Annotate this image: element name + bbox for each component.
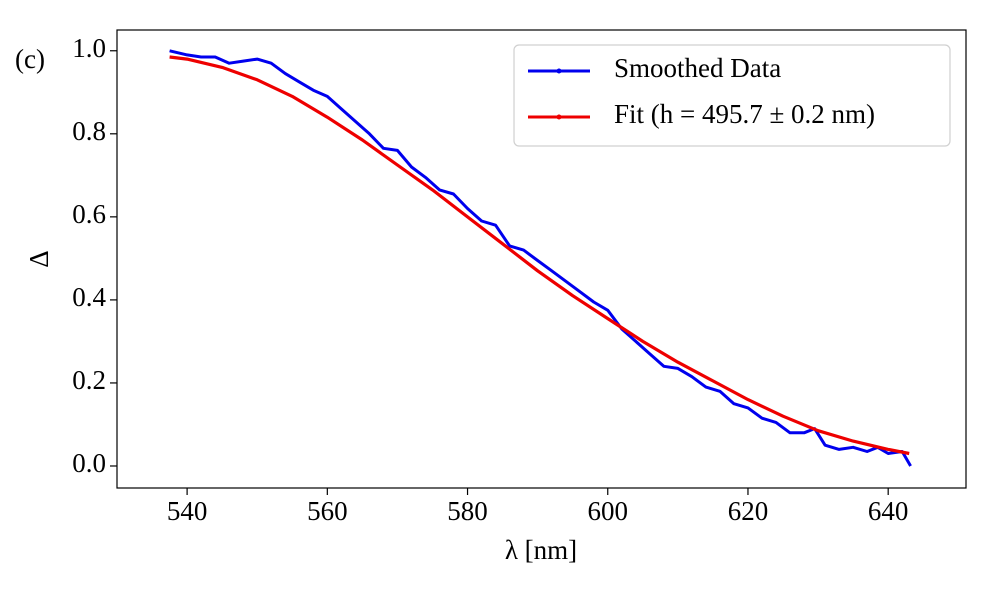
x-tick-label: 640 — [868, 496, 909, 526]
y-tick-label: 0.4 — [72, 282, 106, 312]
y-tick-label: 0.2 — [72, 365, 106, 395]
legend-label: Smoothed Data — [614, 53, 781, 83]
x-axis-label: λ [nm] — [505, 535, 577, 565]
y-tick-label: 1.0 — [72, 33, 106, 63]
x-tick-label: 620 — [728, 496, 769, 526]
series-line — [169, 55, 910, 456]
y-tick-label: 0.0 — [72, 448, 106, 478]
x-tick-label: 600 — [588, 496, 629, 526]
panel-label: (c) — [15, 44, 45, 74]
legend-label: Fit (h = 495.7 ± 0.2 nm) — [614, 99, 875, 129]
plot-frame — [116, 29, 967, 489]
x-tick-label: 540 — [167, 496, 208, 526]
x-tick-label: 580 — [447, 496, 488, 526]
legend-box — [513, 44, 951, 147]
legend-marker — [556, 68, 562, 74]
y-axis-label: Δ — [24, 250, 54, 267]
x-tick-label: 560 — [307, 496, 348, 526]
y-tick-label: 0.8 — [72, 116, 106, 146]
series-line — [169, 49, 912, 467]
legend-marker — [556, 114, 562, 120]
y-tick-label: 0.6 — [72, 199, 106, 229]
